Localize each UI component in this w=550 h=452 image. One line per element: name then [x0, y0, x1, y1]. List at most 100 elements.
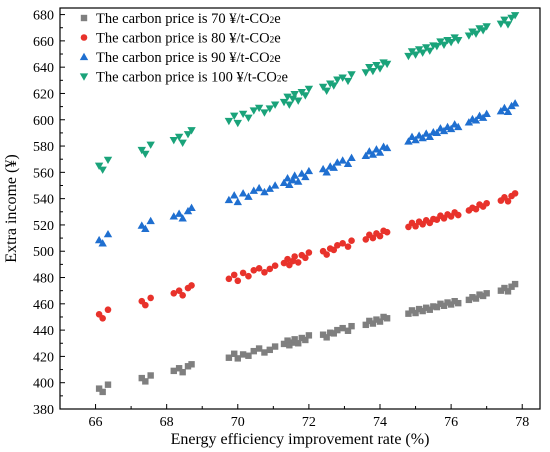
data-point	[375, 65, 385, 73]
data-point	[304, 85, 314, 94]
data-point	[103, 229, 113, 238]
data-point	[239, 269, 247, 277]
data-point	[98, 166, 107, 174]
y-tick-label: 520	[33, 219, 54, 234]
data-point	[365, 64, 374, 72]
data-point	[230, 191, 239, 199]
data-point	[285, 101, 294, 109]
data-point	[479, 292, 487, 300]
x-axis: 66 68 70 72 74 76 78	[59, 404, 529, 430]
data-point	[147, 294, 154, 302]
data-point	[234, 277, 242, 285]
data-point	[250, 266, 258, 274]
x-tick-label: 70	[231, 415, 245, 430]
data-point	[245, 352, 252, 359]
data-point	[369, 320, 377, 327]
data-point	[348, 237, 355, 245]
data-point	[231, 350, 238, 357]
data-point	[478, 113, 488, 121]
legend-entry: The carbon price is 80 ¥/t-CO2e	[80, 31, 281, 47]
data-point	[169, 136, 178, 145]
data-point	[375, 148, 385, 156]
y-tick-label: 640	[33, 61, 54, 76]
data-point	[285, 180, 294, 188]
y-axis-title: Extra income (¥)	[3, 154, 20, 262]
legend-entry: The carbon price is 100 ¥/t-CO2e	[79, 70, 288, 86]
data-point	[504, 288, 512, 295]
data-point	[333, 76, 342, 84]
series-4	[94, 12, 520, 174]
data-point	[224, 195, 234, 204]
data-point	[412, 222, 419, 230]
data-point	[141, 150, 150, 159]
data-point	[446, 124, 456, 133]
x-axis-title: Energy efficiency improvement rate (%)	[171, 431, 430, 448]
data-point	[137, 221, 146, 229]
data-point	[510, 12, 520, 20]
legend-label: The carbon price is 100 ¥/t-CO2e	[96, 70, 288, 86]
legend-label: The carbon price is 70 ¥/t-CO2e	[96, 11, 281, 27]
data-point	[373, 316, 380, 323]
data-point	[295, 340, 302, 347]
data-point	[94, 235, 104, 244]
data-point	[94, 162, 104, 170]
data-point	[179, 368, 186, 376]
data-point	[330, 246, 338, 254]
legend-marker	[80, 14, 88, 22]
data-point	[334, 242, 341, 249]
data-point	[327, 329, 334, 336]
data-point	[475, 25, 484, 33]
data-point	[302, 336, 309, 344]
data-point	[376, 232, 384, 240]
data-point	[245, 272, 252, 280]
data-point	[425, 132, 434, 140]
data-point	[347, 71, 356, 79]
data-point	[233, 119, 242, 128]
data-point	[478, 27, 488, 35]
data-point	[224, 117, 234, 126]
data-point	[329, 163, 338, 171]
data-point	[383, 315, 391, 322]
data-point	[432, 128, 442, 137]
data-point	[361, 151, 370, 160]
data-point	[279, 98, 289, 107]
data-point	[174, 209, 184, 217]
y-tick-label: 380	[33, 403, 54, 418]
data-point	[405, 310, 412, 317]
data-point	[284, 337, 291, 344]
data-point	[411, 51, 420, 59]
data-point	[451, 297, 458, 305]
data-point	[270, 101, 280, 109]
data-point	[270, 181, 280, 189]
data-point	[234, 355, 241, 362]
data-point	[322, 87, 331, 96]
data-point	[238, 189, 248, 197]
data-point	[444, 299, 451, 306]
data-point	[249, 107, 258, 115]
data-point	[302, 254, 309, 262]
data-point	[146, 141, 155, 149]
data-point	[418, 49, 427, 57]
data-point	[439, 41, 449, 50]
data-point	[294, 259, 302, 266]
data-point	[472, 295, 480, 302]
data-point	[511, 190, 519, 197]
legend-marker	[79, 73, 89, 81]
data-point	[382, 143, 392, 152]
data-point	[255, 345, 263, 352]
data-point	[419, 307, 426, 315]
data-point	[503, 21, 513, 29]
data-point	[254, 183, 264, 192]
y-tick-label: 480	[33, 272, 54, 287]
data-point	[175, 287, 183, 294]
data-point	[169, 212, 178, 220]
data-point	[104, 381, 112, 388]
data-point	[141, 224, 150, 233]
data-point	[260, 109, 269, 117]
legend-entry: The carbon price is 70 ¥/t-CO2e	[80, 11, 281, 27]
data-point	[454, 37, 463, 45]
data-point	[283, 93, 292, 101]
data-point	[142, 378, 149, 385]
data-point	[183, 131, 193, 139]
